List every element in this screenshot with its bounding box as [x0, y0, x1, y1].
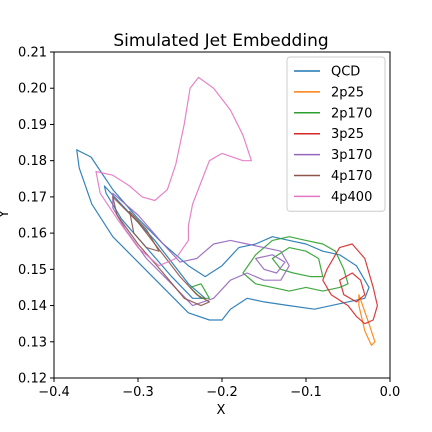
y-tick-label: 0.12 — [18, 372, 47, 387]
x-tick-label: −0.4 — [38, 385, 70, 400]
contour-3p170-0 — [112, 192, 290, 307]
contour-3p25-0 — [322, 243, 378, 325]
y-tick-label: 0.14 — [18, 299, 47, 314]
series-2p25 — [358, 294, 376, 346]
contour-4p400-0 — [95, 76, 252, 267]
legend-item-2p170: 2p170 — [294, 106, 372, 121]
contour-2p25-0 — [358, 294, 376, 346]
y-tick-label: 0.18 — [18, 154, 47, 169]
axes: −0.4 −0.3 −0.2 −0.1 0.0 0.12 0.13 0.14 0.15 0.16 0… — [18, 46, 400, 401]
series-3p170 — [112, 192, 290, 307]
y-tick-label: 0.19 — [18, 118, 47, 133]
y-tick-label: 0.17 — [18, 190, 47, 205]
x-axis-title: X — [217, 403, 226, 418]
chart-title: Simulated Jet Embedding — [113, 31, 328, 51]
y-tick-label: 0.15 — [18, 263, 47, 278]
y-tick-label: 0.13 — [18, 335, 47, 350]
y-tick-label: 0.21 — [18, 46, 47, 61]
series-4p170 — [112, 196, 210, 307]
legend-item-3p170: 3p170 — [294, 148, 372, 163]
legend-label: 3p170 — [331, 148, 372, 163]
legend-item-2p25: 2p25 — [294, 85, 364, 100]
legend-label: 4p170 — [331, 169, 372, 184]
y-tick-label: 0.20 — [18, 82, 47, 97]
legend-item-4p400: 4p400 — [294, 190, 372, 205]
legend-item-4p170: 4p170 — [294, 169, 372, 184]
y-tick-label: 0.16 — [18, 227, 47, 242]
legend-label: 2p25 — [331, 85, 364, 100]
legend-label: 2p170 — [331, 106, 372, 121]
contour-3p25-1 — [339, 272, 366, 303]
contour-4p170-0 — [112, 196, 210, 307]
legend: QCD 2p25 2p170 3p25 3p170 4p170 4p400 — [286, 56, 386, 212]
legend-item-QCD: QCD — [294, 65, 360, 80]
x-tick-label: 0.0 — [380, 385, 401, 400]
legend-label: 4p400 — [331, 190, 372, 205]
series-3p25 — [322, 243, 378, 325]
legend-label: QCD — [331, 65, 360, 80]
x-tick-label: −0.1 — [290, 385, 322, 400]
legend-item-3p25: 3p25 — [294, 127, 364, 142]
plot-area — [76, 76, 378, 346]
series-4p400 — [95, 76, 252, 267]
contour-3p170-1 — [255, 254, 286, 274]
legend-box — [286, 56, 386, 212]
contour-QCD-0 — [76, 149, 370, 321]
x-tick-label: −0.3 — [122, 385, 154, 400]
x-tick-label: −0.2 — [206, 385, 238, 400]
y-axis-title: Y — [0, 210, 12, 219]
legend-label: 3p25 — [331, 127, 364, 142]
contour-4p170-1 — [129, 210, 160, 252]
contour-2p170-1 — [271, 247, 324, 278]
